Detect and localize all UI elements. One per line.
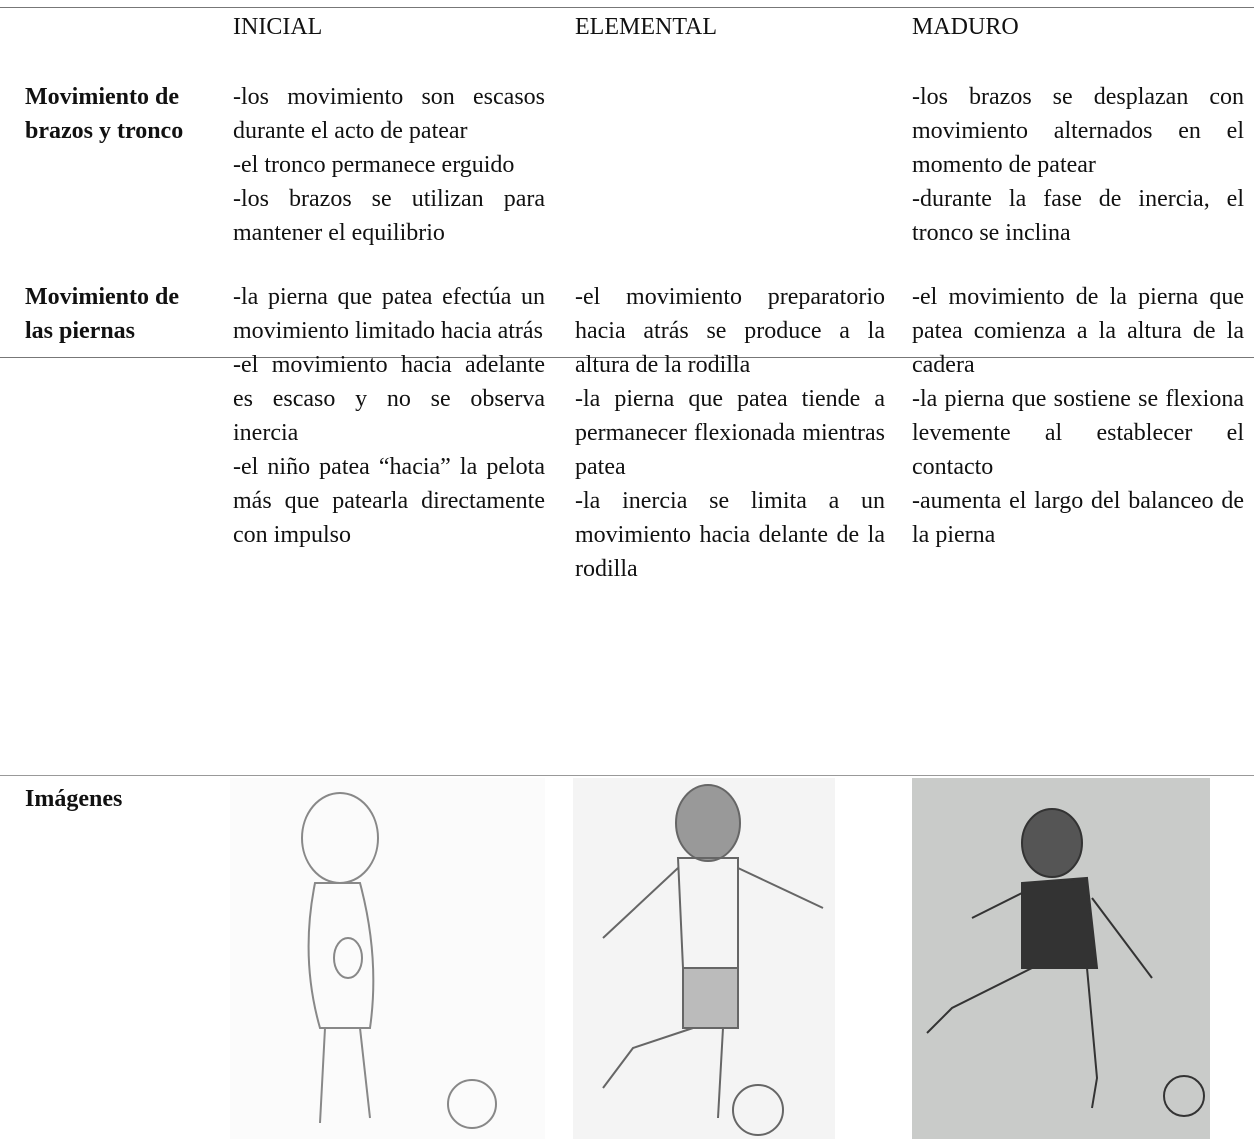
cell-text: -el movimiento hacia adelante es escaso …: [233, 352, 545, 446]
cell-text: -la pierna que patea efectúa un movimien…: [233, 284, 545, 344]
illustration: [912, 778, 1210, 1139]
cell-text: -durante la fase de inercia, el tronco s…: [912, 186, 1244, 246]
illustration: [230, 778, 545, 1139]
cell-text: -el tronco permanece erguido: [233, 152, 515, 178]
cell-text: -el movimiento preparatorio hacia atrás …: [575, 284, 885, 378]
row-label: Movimiento de brazos y tronco: [25, 84, 184, 144]
row-rule: [0, 357, 1254, 358]
cell: -el movimiento de la pierna que patea co…: [912, 280, 1244, 552]
cell-text: -los brazos se utilizan para mantener el…: [233, 186, 545, 246]
row-rule: [0, 775, 1254, 776]
cell-text: -el movimiento de la pierna que patea co…: [912, 284, 1244, 378]
cell: -los brazos se desplazan con movimiento …: [912, 80, 1244, 250]
cell-text: -los brazos se desplazan con movimiento …: [912, 84, 1244, 178]
illustration: [573, 778, 835, 1139]
column-header: MADURO: [912, 14, 1019, 40]
top-rule: [0, 7, 1254, 8]
cell: -la pierna que patea efectúa un movimien…: [233, 280, 545, 552]
cell-text: -la pierna que patea tiende a permanecer…: [575, 386, 885, 480]
cell: -el movimiento preparatorio hacia atrás …: [575, 280, 885, 586]
cell-text: -la inercia se limita a un movimiento ha…: [575, 488, 885, 582]
cell-text: -los movimiento son escasos durante el a…: [233, 84, 545, 144]
column-header: ELEMENTAL: [575, 14, 718, 40]
cell-text: -el niño patea “hacia” la pelota más que…: [233, 454, 545, 548]
row-label: Movimiento de las piernas: [25, 284, 179, 344]
row-label: Imágenes: [25, 786, 123, 812]
cell-text: -la pierna que sostiene se flexiona leve…: [912, 386, 1244, 480]
column-header: INICIAL: [233, 14, 323, 40]
cell: -los movimiento son escasos durante el a…: [233, 80, 545, 250]
cell-text: -aumenta el largo del balanceo de la pie…: [912, 488, 1244, 548]
